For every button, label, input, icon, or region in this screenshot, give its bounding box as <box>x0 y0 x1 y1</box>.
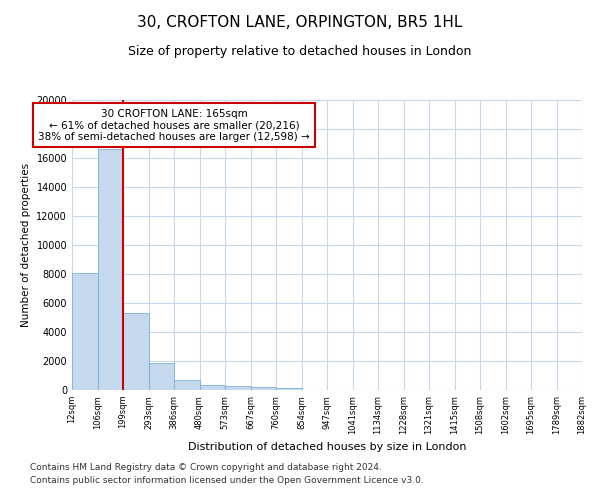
Text: Contains public sector information licensed under the Open Government Licence v3: Contains public sector information licen… <box>30 476 424 485</box>
Text: Size of property relative to detached houses in London: Size of property relative to detached ho… <box>128 45 472 58</box>
Text: 30, CROFTON LANE, ORPINGTON, BR5 1HL: 30, CROFTON LANE, ORPINGTON, BR5 1HL <box>137 15 463 30</box>
Text: Contains HM Land Registry data © Crown copyright and database right 2024.: Contains HM Land Registry data © Crown c… <box>30 464 382 472</box>
Bar <box>97 150 123 390</box>
Bar <box>72 272 97 390</box>
Bar <box>149 363 174 390</box>
Bar <box>276 388 302 390</box>
X-axis label: Distribution of detached houses by size in London: Distribution of detached houses by size … <box>188 442 466 452</box>
Bar <box>174 380 199 390</box>
Bar <box>225 386 251 390</box>
Text: 30 CROFTON LANE: 165sqm
← 61% of detached houses are smaller (20,216)
38% of sem: 30 CROFTON LANE: 165sqm ← 61% of detache… <box>38 108 310 142</box>
Bar <box>199 385 225 390</box>
Bar <box>251 387 276 390</box>
Bar <box>123 313 149 390</box>
Y-axis label: Number of detached properties: Number of detached properties <box>21 163 31 327</box>
